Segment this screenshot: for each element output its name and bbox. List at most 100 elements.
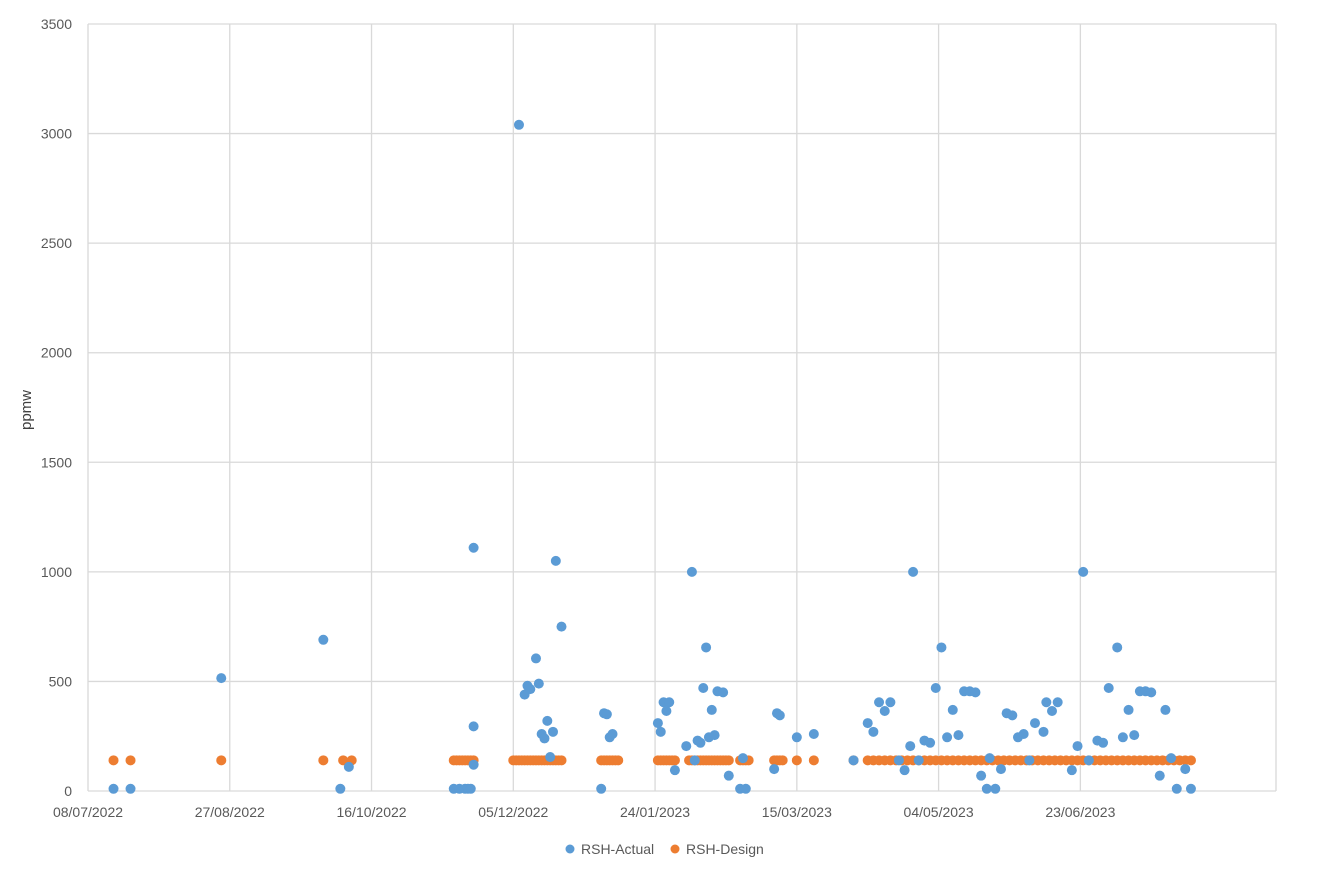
rsh-actual-point — [868, 726, 879, 737]
rsh-actual-point — [984, 753, 995, 764]
rsh-actual-point — [695, 737, 706, 748]
legend-marker-rsh-actual — [565, 844, 575, 854]
rsh-actual-point — [1185, 783, 1196, 794]
rsh-actual-point — [970, 687, 981, 698]
rsh-actual-point — [706, 704, 717, 715]
rsh-actual-point — [542, 715, 553, 726]
rsh-actual-point — [661, 706, 672, 717]
rsh-actual-point — [513, 119, 524, 130]
rsh-actual-point — [981, 783, 992, 794]
rsh-actual-point — [709, 730, 720, 741]
rsh-actual-point — [808, 729, 819, 740]
rsh-actual-point — [318, 634, 329, 645]
rsh-design-point — [777, 755, 788, 766]
rsh-actual-point — [908, 566, 919, 577]
x-tick-label: 15/03/2023 — [762, 804, 832, 820]
rsh-design-point — [125, 755, 136, 766]
rsh-actual-point — [899, 765, 910, 776]
rsh-actual-point — [652, 718, 663, 729]
rsh-actual-point — [556, 621, 567, 632]
rsh-actual-point — [930, 683, 941, 694]
rsh-actual-point — [1052, 697, 1063, 708]
x-axis-tick-labels: 08/07/2022 27/08/2022 16/10/2022 05/12/2022… — [53, 804, 1116, 820]
rsh-design-point — [216, 755, 227, 766]
rsh-actual-point — [905, 741, 916, 752]
rsh-actual-point — [125, 783, 136, 794]
rsh-actual-point — [995, 764, 1006, 775]
rsh-actual-point — [343, 761, 354, 772]
rsh-actual-point — [1024, 755, 1035, 766]
rsh-actual-point — [525, 684, 536, 695]
series-rsh-actual — [108, 119, 1196, 794]
y-tick-label: 1500 — [41, 454, 72, 470]
y-tick-label: 1000 — [41, 564, 72, 580]
rsh-actual-point — [723, 770, 734, 781]
rsh-actual-point — [689, 755, 700, 766]
rsh-actual-point — [976, 770, 987, 781]
rsh-actual-point — [596, 783, 607, 794]
legend-item-rsh-design: RSH-Design — [670, 841, 764, 857]
rsh-actual-point — [547, 726, 558, 737]
rsh-actual-point — [737, 753, 748, 764]
y-tick-label: 2000 — [41, 345, 72, 361]
rsh-design-point — [338, 755, 349, 766]
legend-marker-rsh-design — [670, 844, 680, 854]
y-axis-title: ppmw — [18, 390, 35, 430]
rsh-actual-point — [848, 755, 859, 766]
x-tick-label: 24/01/2023 — [620, 804, 690, 820]
rsh-actual-point — [669, 765, 680, 776]
rsh-actual-point — [655, 726, 666, 737]
rsh-actual-point — [879, 706, 890, 717]
rsh-design-point — [808, 755, 819, 766]
rsh-actual-point — [701, 642, 712, 653]
rsh-actual-point — [550, 555, 561, 566]
rsh-actual-point — [468, 542, 479, 553]
rsh-actual-point — [468, 721, 479, 732]
rsh-actual-point — [1154, 770, 1165, 781]
rsh-actual-point — [1160, 704, 1171, 715]
rsh-actual-point — [885, 697, 896, 708]
rsh-actual-point — [607, 729, 618, 740]
rsh-design-point — [108, 755, 119, 766]
rsh-design-point — [556, 755, 567, 766]
legend-item-rsh-actual: RSH-Actual — [565, 841, 654, 857]
rsh-actual-point — [1038, 726, 1049, 737]
rsh-actual-point — [947, 704, 958, 715]
y-tick-label: 500 — [49, 673, 73, 689]
rsh-actual-point — [791, 732, 802, 743]
x-tick-label: 27/08/2022 — [195, 804, 265, 820]
rsh-actual-point — [1029, 718, 1040, 729]
rsh-actual-point — [539, 733, 550, 744]
rsh-actual-point — [1180, 764, 1191, 775]
rsh-design-point — [318, 755, 329, 766]
rsh-actual-point — [893, 755, 904, 766]
rsh-design-point — [723, 755, 734, 766]
legend: RSH-Actual RSH-Design — [565, 841, 764, 857]
rsh-actual-point — [698, 683, 709, 694]
rsh-actual-point — [953, 730, 964, 741]
rsh-actual-point — [769, 764, 780, 775]
rsh-actual-point — [1146, 687, 1157, 698]
rsh-actual-point — [1166, 753, 1177, 764]
rsh-actual-point — [681, 741, 692, 752]
y-tick-label: 0 — [64, 783, 72, 799]
rsh-actual-point — [686, 566, 697, 577]
rsh-actual-point — [530, 653, 541, 664]
rsh-actual-point — [1171, 783, 1182, 794]
rsh-actual-point — [913, 755, 924, 766]
rsh-actual-point — [533, 678, 544, 689]
rsh-actual-point — [601, 709, 612, 720]
rsh-actual-point — [1112, 642, 1123, 653]
rsh-actual-point — [465, 783, 476, 794]
rsh-actual-point — [335, 783, 346, 794]
rsh-actual-point — [108, 783, 119, 794]
rsh-design-point — [669, 755, 680, 766]
rsh-actual-point — [216, 673, 227, 684]
rsh-actual-point — [1123, 704, 1134, 715]
rsh-actual-point — [990, 783, 1001, 794]
rsh-actual-point — [718, 687, 729, 698]
rsh-actual-point — [468, 759, 479, 770]
rsh-actual-point — [1103, 683, 1114, 694]
rsh-actual-point — [1047, 706, 1058, 717]
y-axis-tick-labels: 0 500 1000 1500 2000 2500 3000 3500 — [41, 16, 72, 799]
